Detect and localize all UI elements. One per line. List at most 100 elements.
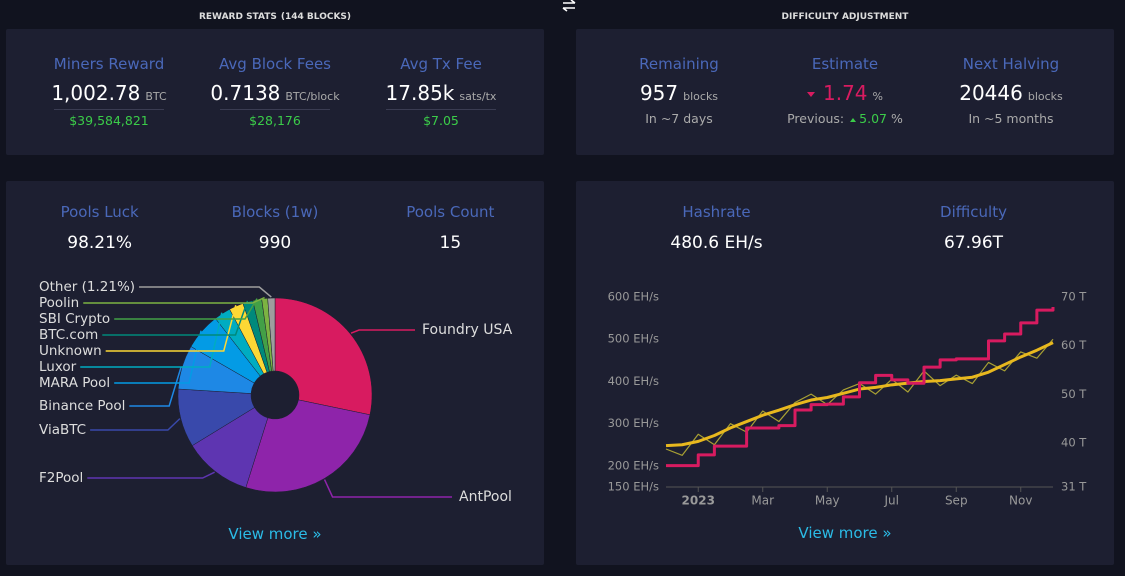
unit: % — [872, 90, 883, 103]
y2-tick-label: 50 T — [1061, 387, 1087, 401]
y-tick-label: 200 EH/s — [608, 458, 659, 472]
stat: Next Halving 20446 blocks In ~5 months — [928, 55, 1094, 126]
reward-panel: Miners Reward 1,002.78 BTC $39,584,821 Avg … — [6, 29, 544, 155]
label-line — [139, 286, 272, 298]
value: 98.21% — [67, 233, 133, 253]
label-line — [323, 479, 452, 498]
pool-stats: Pools Luck 98.21% Blocks (1w) 990 Pools Co… — [12, 203, 538, 253]
value: 17.85k sats/tx — [358, 81, 524, 105]
previous-unit: % — [890, 111, 903, 126]
value: 20446 blocks — [928, 81, 1094, 105]
y-tick-label: 500 EH/s — [608, 332, 659, 346]
label-line — [83, 296, 265, 304]
stat: Pools Count 15 — [363, 203, 538, 253]
unit: BTC/block — [285, 90, 340, 103]
arrow-left — [562, 7, 575, 12]
value: 1.74% — [762, 81, 928, 105]
y-tick-label: 600 EH/s — [608, 290, 659, 304]
y2-tick-label: 40 T — [1061, 436, 1087, 450]
y-tick-label: 150 EH/s — [608, 480, 659, 494]
up-arrow — [850, 117, 857, 122]
note: Previous: 5.07 % — [762, 111, 928, 126]
unit: blocks — [1027, 90, 1063, 103]
slice-label: BTC.com — [39, 327, 98, 343]
fiat: $39,584,821 — [54, 109, 164, 128]
note: In ~7 days — [645, 111, 713, 126]
number: 1,002.78 — [51, 81, 141, 105]
subtitle: (144 BLOCKS) — [280, 12, 352, 22]
pie-slice — [267, 297, 276, 372]
slice-label: F2Pool — [39, 470, 83, 486]
value: 957 blocks — [596, 81, 762, 105]
pools-panel: Pools Luck 98.21% Blocks (1w) 990 Pools Co… — [6, 181, 544, 565]
label-line — [102, 300, 249, 336]
difficulty-panel: Remaining 957 blocks In ~7 days Estimate 1.7… — [576, 29, 1114, 155]
previous: 5.07 — [859, 111, 887, 126]
slice-label: Other (1.21%) — [39, 279, 135, 295]
y2-tick-label: 70 T — [1061, 290, 1087, 304]
arrow-right — [563, 0, 576, 4]
y-tick-label: 300 EH/s — [608, 416, 659, 430]
y-tick-label: 400 EH/s — [608, 374, 659, 388]
label-line — [90, 418, 181, 431]
y2-tick-label: 31 T — [1061, 480, 1087, 494]
label-line — [87, 471, 215, 479]
stat: Blocks (1w) 990 — [187, 203, 362, 253]
series-line — [666, 306, 1055, 468]
label: Next Halving — [962, 55, 1060, 73]
x-tick-label: Mar — [751, 494, 774, 508]
view-more-link[interactable]: View more » — [798, 524, 892, 542]
value: 990 — [258, 233, 292, 253]
value: 1,002.78 BTC — [26, 81, 192, 105]
x-tick-label: May — [815, 494, 840, 508]
note: In ~5 months — [968, 111, 1054, 126]
number: 17.85k — [385, 81, 455, 105]
stat: Hashrate 480.6 EH/s — [588, 203, 845, 253]
mining-stats: Hashrate 480.6 EH/s Difficulty 67.96T — [588, 203, 1102, 253]
label: Remaining — [639, 55, 719, 73]
view-more-link[interactable]: View more » — [228, 525, 322, 543]
label-line — [80, 312, 223, 368]
previous-label: Previous: — [787, 111, 845, 126]
slice-label: ViaBTC — [39, 422, 86, 438]
unit: blocks — [683, 90, 719, 103]
label: Miners Reward — [53, 55, 165, 73]
label: Difficulty — [940, 203, 1007, 221]
stat: Estimate 1.74% Previous: 5.07 % — [762, 55, 928, 126]
down-arrow — [807, 92, 815, 97]
number: 1.74 — [823, 81, 868, 105]
mining-panel: Hashrate 480.6 EH/s Difficulty 67.96T — [576, 181, 1114, 565]
slice-label: Binance Pool — [39, 398, 125, 414]
swap-icon[interactable] — [562, 0, 576, 12]
number: 0.7138 — [210, 81, 281, 105]
unit: BTC — [145, 90, 167, 103]
x-tick-label: 2023 — [682, 494, 715, 508]
difficulty-stats: Remaining 957 blocks In ~7 days Estimate 1.7… — [596, 55, 1094, 126]
slice-label: SBI Crypto — [39, 311, 110, 327]
stat: Difficulty 67.96T — [845, 203, 1102, 253]
y2-tick-label: 60 T — [1061, 338, 1087, 352]
x-tick-label: Nov — [1009, 494, 1032, 508]
stat: Pools Luck 98.21% — [12, 203, 187, 253]
fiat: $28,176 — [220, 109, 330, 128]
slice-label: Foundry USA — [422, 322, 513, 338]
reward-stats: Miners Reward 1,002.78 BTC $39,584,821 Avg … — [26, 55, 524, 128]
label-line — [105, 305, 237, 352]
pie-slice — [245, 399, 371, 493]
reward-header: REWARD STATS (144 BLOCKS) — [6, 12, 544, 22]
label: Avg Block Fees — [219, 55, 331, 73]
stat: Remaining 957 blocks In ~7 days — [596, 55, 762, 126]
slice-label: Unknown — [39, 343, 102, 359]
value: 15 — [439, 233, 462, 253]
slice-label: AntPool — [459, 489, 512, 505]
fiat: $7.05 — [386, 109, 496, 128]
slice-label: MARA Pool — [39, 375, 110, 391]
slice-label: Poolin — [39, 295, 79, 311]
label: Estimate — [811, 55, 879, 73]
value: 67.96T — [943, 233, 1004, 253]
title: REWARD STATS — [198, 12, 277, 22]
difficulty-header: DIFFICULTY ADJUSTMENT — [781, 12, 909, 22]
label: Blocks (1w) — [231, 203, 319, 221]
